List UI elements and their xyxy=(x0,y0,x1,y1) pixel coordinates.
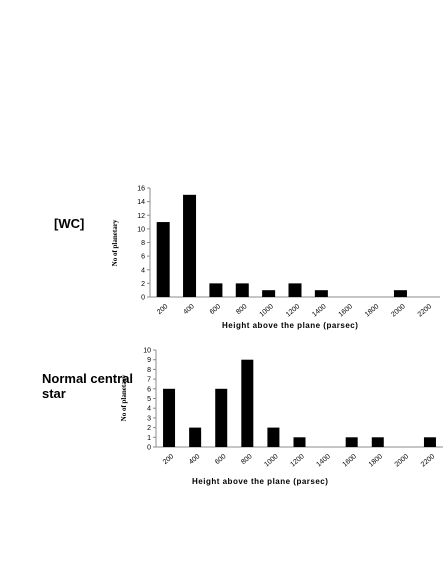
panel-label-normal-central-star: Normal central star xyxy=(42,371,134,401)
wc-bar-800 xyxy=(235,283,249,297)
wc-y-axis-label: No of planetary xyxy=(111,219,119,266)
normal-bar-200 xyxy=(163,388,176,447)
wc-bar-2000 xyxy=(393,290,407,297)
normal-y-tick-label: 7 xyxy=(147,377,151,384)
normal-bar-800 xyxy=(241,359,254,447)
normal-bar-1200 xyxy=(293,437,306,447)
normal-x-tick-label: 1000 xyxy=(263,453,280,468)
normal-y-axis-label: No of planetary xyxy=(120,374,128,421)
normal-y-tick-label: 9 xyxy=(147,357,151,364)
normal-y-tick-label: 0 xyxy=(147,445,151,452)
normal-y-tick-label: 8 xyxy=(147,367,151,374)
normal-x-tick-label: 2200 xyxy=(420,453,437,468)
normal-y-tick-label: 3 xyxy=(147,415,151,422)
wc-y-tick-label: 8 xyxy=(141,240,145,247)
wc-y-tick-label: 12 xyxy=(137,213,145,220)
normal-y-tick-label: 2 xyxy=(147,425,151,432)
wc-bar-1000 xyxy=(262,290,276,297)
normal-y-tick-label: 10 xyxy=(143,348,151,355)
wc-y-tick-label: 4 xyxy=(141,267,145,274)
normal-x-tick-label: 1800 xyxy=(368,453,385,468)
normal-x-tick-label: 2000 xyxy=(394,453,411,468)
normal-x-tick-label: 1600 xyxy=(342,453,359,468)
normal-x-tick-label: 600 xyxy=(214,453,228,466)
wc-bar-400 xyxy=(183,194,197,297)
wc-y-tick-label: 0 xyxy=(141,295,145,302)
normal-bar-400 xyxy=(189,427,202,447)
normal-y-tick-label: 1 xyxy=(147,435,151,442)
normal-bar-600 xyxy=(215,388,228,447)
wc-bar-600 xyxy=(209,283,223,297)
normal-bar-1800 xyxy=(371,437,384,447)
wc-y-tick-label: 14 xyxy=(137,199,145,206)
wc-y-tick-label: 2 xyxy=(141,281,145,288)
normal-y-tick-label: 6 xyxy=(147,386,151,393)
normal-x-tick-label: 400 xyxy=(188,453,202,466)
wc-bar-1200 xyxy=(288,283,302,297)
wc-bar-200 xyxy=(156,222,170,297)
normal-y-tick-label: 5 xyxy=(147,396,151,403)
normal-x-axis-label: Height above the plane (parsec) xyxy=(192,477,328,486)
normal-x-tick-label: 1200 xyxy=(289,453,306,468)
wc-y-tick-label: 10 xyxy=(137,226,145,233)
normal-x-tick-label: 200 xyxy=(162,453,176,466)
normal-bar-1000 xyxy=(267,427,280,447)
panel-label-wc: [WC] xyxy=(54,216,85,231)
normal-y-tick-label: 4 xyxy=(147,406,151,413)
normal-bar-2200 xyxy=(423,437,436,447)
wc-y-tick-label: 6 xyxy=(141,254,145,261)
wc-bar-1400 xyxy=(314,290,328,297)
normal-x-tick-label: 1400 xyxy=(315,453,332,468)
normal-x-tick-label: 800 xyxy=(240,453,254,466)
wc-x-axis-label: Height above the plane (parsec) xyxy=(222,321,358,330)
wc-y-tick-label: 16 xyxy=(137,186,145,193)
normal-bar-1600 xyxy=(345,437,358,447)
